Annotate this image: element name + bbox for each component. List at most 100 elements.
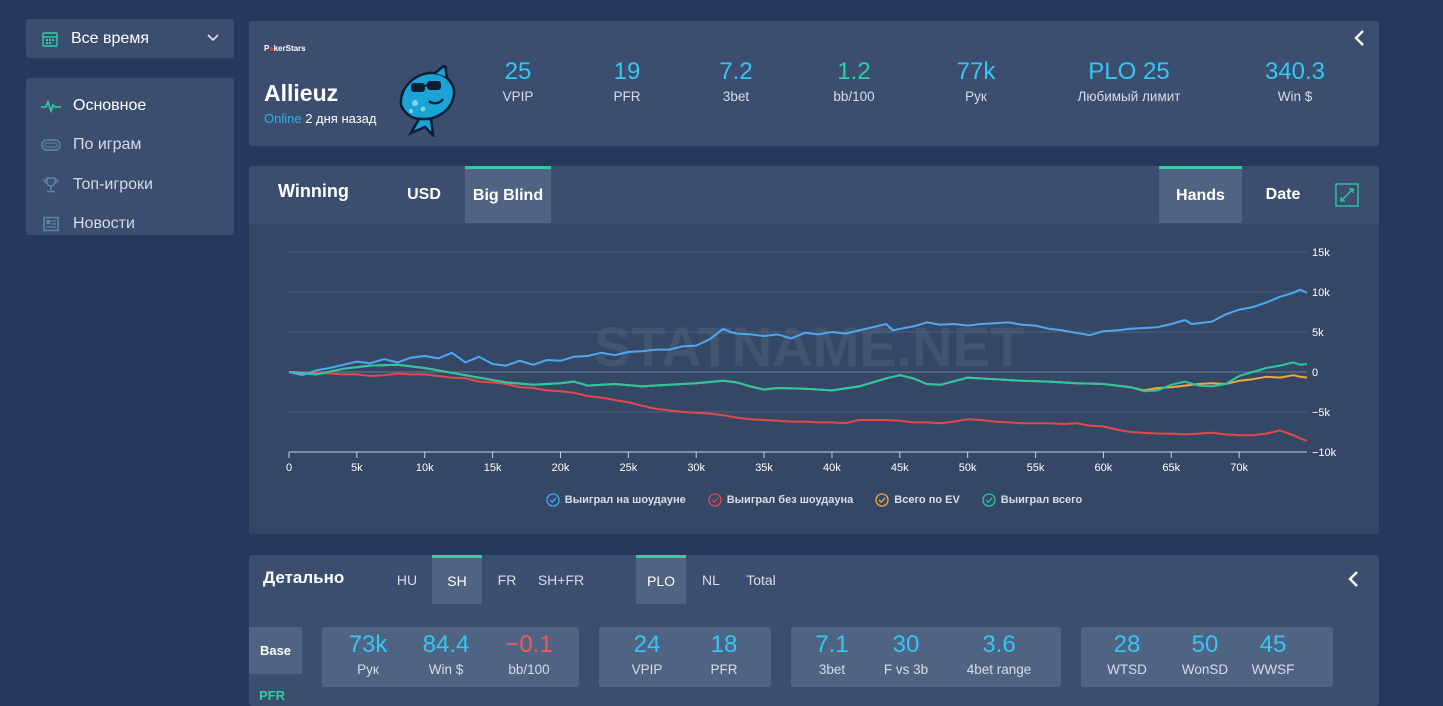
stat-value: 7.2 xyxy=(719,58,753,85)
details-title: Детально xyxy=(263,568,345,587)
pokerstars-logo: P♠kerStars xyxy=(264,44,306,53)
tab-sh-fr[interactable]: SH+FR xyxy=(537,571,585,588)
y-tick-label: 10k xyxy=(1312,287,1330,299)
detail-stat-value: 73k xyxy=(348,631,388,658)
tab-fr[interactable]: FR xyxy=(497,571,517,588)
chart-plot-area: STATNAME.NET 15k 10k 5k 0 −5k −10k 0 5k 10k 15k 20k… xyxy=(249,224,1379,534)
stat-group-results: 73k Рук 84.4 Win $ −0.1 bb/100 xyxy=(322,627,579,687)
sidebar-item-news[interactable]: Новости xyxy=(26,205,234,245)
detail-stat: 30 F vs 3b xyxy=(884,631,928,677)
pulse-icon xyxy=(40,99,62,113)
details-card: Детально HU SH FR SH+FR PLO NL Total Bas… xyxy=(249,555,1379,706)
online-status: Online 2 дня назад xyxy=(264,111,377,126)
detail-stat: 28 WTSD xyxy=(1107,631,1147,677)
sidebar-item-label: Новости xyxy=(73,215,135,233)
line-chart: STATNAME.NET 15k 10k 5k 0 −5k −10k 0 5k 10k 15k 20k… xyxy=(286,247,1337,474)
tab-hands[interactable]: Hands xyxy=(1159,166,1242,223)
sidebar-menu: Основное По играм Топ-игроки Новости xyxy=(26,78,234,235)
news-icon xyxy=(40,216,62,232)
sidebar-item-top-players[interactable]: Топ-игроки xyxy=(26,165,234,205)
tab-nl[interactable]: NL xyxy=(702,571,720,588)
x-tick-label: 40k xyxy=(823,462,841,474)
y-tick-label: −10k xyxy=(1312,447,1337,459)
collapse-chevron-left-icon[interactable] xyxy=(1353,29,1367,52)
x-tick-label: 20k xyxy=(552,462,570,474)
detail-stat-label: Win $ xyxy=(428,662,464,677)
x-tick-label: 35k xyxy=(755,462,773,474)
sidebar-item-main[interactable]: Основное xyxy=(26,86,234,126)
stat-pfr: 19 PFR xyxy=(613,58,641,105)
legend-item-showdown[interactable]: Выиграл на шоудауне xyxy=(546,493,686,507)
tab-sh[interactable]: SH xyxy=(432,555,482,604)
chevron-down-icon xyxy=(206,31,220,45)
winnings-chart-card: Winning USD Big Blind Hands Date STATNAM… xyxy=(249,166,1379,534)
stat-label: 3bet xyxy=(722,89,750,104)
stat-value: 19 xyxy=(613,58,641,85)
stat-win-usd: 340.3 Win $ xyxy=(1264,58,1326,105)
stat-hands: 77k Рук xyxy=(956,58,996,105)
chart-title: Winning xyxy=(278,181,349,201)
detail-stat: 84.4 Win $ xyxy=(423,631,470,677)
tab-total[interactable]: Total xyxy=(746,571,776,588)
detail-stat: 18 PFR xyxy=(711,631,738,677)
detail-stat-value: 45 xyxy=(1259,631,1287,658)
stat-vpip: 25 VPIP xyxy=(503,58,534,105)
stat-label: Win $ xyxy=(1277,89,1313,104)
tab-base[interactable]: Base xyxy=(249,627,302,674)
detail-stat-label: F vs 3b xyxy=(883,662,929,677)
stat-group-3bet: 7.1 3bet 30 F vs 3b 3.6 4bet range xyxy=(791,627,1061,687)
detail-stat-label: VPIP xyxy=(631,662,663,677)
y-tick-label: 0 xyxy=(1312,367,1318,379)
stat-value: 25 xyxy=(504,58,532,85)
detail-stat-value: 24 xyxy=(633,631,661,658)
stat-value: 77k xyxy=(956,58,996,85)
stat-value: 1.2 xyxy=(837,58,871,85)
sidebar-item-label: По играм xyxy=(73,136,142,154)
poker-table-icon xyxy=(40,138,62,152)
detail-stat-value: 18 xyxy=(710,631,738,658)
tab-pfr[interactable]: PFR xyxy=(259,688,285,703)
online-ago: 2 дня назад xyxy=(305,111,377,126)
tab-hu[interactable]: HU xyxy=(396,571,418,588)
series-line xyxy=(288,361,1308,393)
period-select[interactable]: Все время xyxy=(26,19,234,58)
x-tick-label: 65k xyxy=(1162,462,1180,474)
y-tick-label: 5k xyxy=(1312,327,1324,339)
tab-usd[interactable]: USD xyxy=(407,185,441,203)
stat-label: PFR xyxy=(613,89,641,104)
series-line xyxy=(288,371,1308,442)
detail-stat-label: 4bet range xyxy=(966,662,1032,677)
detail-stat: −0.1 bb/100 xyxy=(505,631,552,677)
x-tick-label: 50k xyxy=(959,462,977,474)
y-tick-label: −5k xyxy=(1312,407,1331,419)
sidebar-item-games[interactable]: По играм xyxy=(26,126,234,166)
y-tick-label: 15k xyxy=(1312,247,1330,259)
detail-stat-label: Рук xyxy=(357,662,379,677)
tab-date[interactable]: Date xyxy=(1265,185,1301,203)
detail-stat-value: 50 xyxy=(1191,631,1219,658)
stat-bb100: 1.2 bb/100 xyxy=(833,58,875,105)
tab-big-blind[interactable]: Big Blind xyxy=(465,166,551,223)
x-tick-label: 0 xyxy=(286,462,292,474)
stat-label: bb/100 xyxy=(833,89,875,104)
x-tick-label: 55k xyxy=(1027,462,1045,474)
legend-item-ev[interactable]: Всего по EV xyxy=(875,493,960,507)
tab-plo[interactable]: PLO xyxy=(636,555,686,604)
legend-label: Выиграл всего xyxy=(1000,494,1083,506)
expand-icon[interactable] xyxy=(1329,166,1365,223)
x-tick-label: 60k xyxy=(1095,462,1113,474)
stat-group-showdown: 28 WTSD 50 WonSD 45 WWSF xyxy=(1081,627,1333,687)
legend-label: Выиграл без шоудауна xyxy=(726,494,854,506)
sidebar-item-label: Топ-игроки xyxy=(73,175,153,193)
stat-value: 340.3 xyxy=(1264,58,1326,85)
legend-item-non-showdown[interactable]: Выиграл без шоудауна xyxy=(708,493,854,507)
stat-group-preflop: 24 VPIP 18 PFR xyxy=(599,627,771,687)
detail-stat-value: 84.4 xyxy=(422,631,470,658)
detail-stat: 24 VPIP xyxy=(632,631,663,677)
player-name: Allieuz xyxy=(264,80,339,106)
collapse-chevron-left-icon[interactable] xyxy=(1347,570,1361,593)
stat-label: Любимый лимит xyxy=(1077,89,1181,104)
detail-stat-label: bb/100 xyxy=(508,662,550,677)
legend-label: Всего по EV xyxy=(894,494,960,506)
legend-item-total[interactable]: Выиграл всего xyxy=(982,493,1082,507)
